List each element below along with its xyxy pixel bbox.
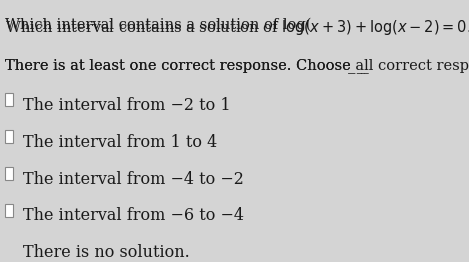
FancyBboxPatch shape xyxy=(5,93,13,106)
FancyBboxPatch shape xyxy=(5,130,13,143)
Text: The interval from −4 to −2: The interval from −4 to −2 xyxy=(23,171,244,188)
Text: There is at least one correct response. Choose ̲a̲l̲l correct responses.: There is at least one correct response. … xyxy=(5,58,469,73)
FancyBboxPatch shape xyxy=(5,167,13,180)
Text: Which interval contains a solution of $\log(x+3)+\log(x-2)=0.301$: Which interval contains a solution of $\… xyxy=(5,18,469,37)
Text: There is at least one correct response. Choose: There is at least one correct response. … xyxy=(5,58,355,73)
FancyBboxPatch shape xyxy=(5,204,13,217)
Text: The interval from −6 to −4: The interval from −6 to −4 xyxy=(23,208,244,225)
FancyBboxPatch shape xyxy=(5,241,13,254)
Text: The interval from −2 to 1: The interval from −2 to 1 xyxy=(23,97,231,114)
Text: There is no solution.: There is no solution. xyxy=(23,244,190,261)
Text: The interval from 1 to 4: The interval from 1 to 4 xyxy=(23,134,218,151)
Text: Which interval contains a solution of log(: Which interval contains a solution of lo… xyxy=(5,18,311,32)
